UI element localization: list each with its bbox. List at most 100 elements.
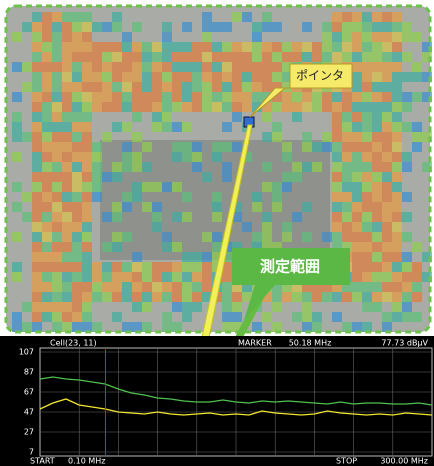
heat-cell: [342, 222, 352, 232]
heat-cell: [182, 92, 192, 102]
y-tick-label: 7: [29, 448, 34, 457]
heat-cell: [202, 282, 212, 292]
heat-cell: [352, 42, 362, 52]
heat-cell: [342, 42, 352, 52]
heat-cell: [72, 282, 82, 292]
heat-cell: [162, 242, 172, 252]
heat-cell: [332, 112, 342, 122]
heat-cell: [162, 272, 172, 282]
heat-cell: [322, 32, 332, 42]
heat-cell: [382, 182, 392, 192]
heat-cell: [342, 322, 352, 332]
heat-cell: [162, 122, 172, 132]
marker-title: MARKER: [238, 339, 272, 348]
heat-cell: [332, 182, 342, 192]
heat-cell: [172, 272, 182, 282]
heat-cell: [202, 12, 212, 22]
heat-cell: [152, 62, 162, 72]
heat-cell: [392, 72, 402, 82]
heat-cell: [272, 282, 282, 292]
heat-cell: [392, 292, 402, 302]
heat-cell: [152, 92, 162, 102]
heat-cell: [182, 22, 192, 32]
heat-cell: [312, 42, 322, 52]
heat-cell: [42, 152, 52, 162]
heat-cell: [232, 242, 242, 252]
heat-cell: [112, 162, 122, 172]
heat-cell: [62, 82, 72, 92]
heat-cell: [352, 122, 362, 132]
heat-cell: [362, 62, 372, 72]
heat-cell: [212, 72, 222, 82]
heat-cell: [362, 242, 372, 252]
heat-cell: [122, 62, 132, 72]
heat-cell: [232, 322, 242, 332]
heat-cell: [52, 112, 62, 122]
heat-cell: [52, 252, 62, 262]
heat-cell: [102, 82, 112, 92]
heat-cell: [212, 82, 222, 92]
heat-cell: [322, 52, 332, 62]
heat-cell: [62, 222, 72, 232]
heat-cell: [292, 112, 302, 122]
heat-cell: [132, 272, 142, 282]
heat-cell: [62, 42, 72, 52]
y-tick-label: 27: [24, 428, 34, 437]
heat-cell: [152, 72, 162, 82]
heat-cell: [12, 112, 22, 122]
y-tick-label: 107: [19, 348, 34, 357]
heat-cell: [62, 242, 72, 252]
heat-cell: [342, 232, 352, 242]
heat-cell: [372, 162, 382, 172]
heat-cell: [162, 312, 172, 322]
heat-cell: [112, 282, 122, 292]
heat-cell: [372, 182, 382, 192]
heat-cell: [392, 42, 402, 52]
heat-cell: [292, 282, 302, 292]
heat-cell: [162, 262, 172, 272]
heat-cell: [352, 182, 362, 192]
heat-cell: [252, 242, 262, 252]
heat-cell: [382, 322, 392, 332]
heat-cell: [32, 142, 42, 152]
heat-cell: [392, 242, 402, 252]
heat-cell: [52, 122, 62, 132]
heat-cell: [72, 132, 82, 142]
heat-cell: [132, 152, 142, 162]
heat-cell: [32, 312, 42, 322]
heat-cell: [152, 182, 162, 192]
heat-cell: [222, 262, 232, 272]
heat-cell: [402, 192, 412, 202]
heat-cell: [102, 212, 112, 222]
heat-cell: [202, 172, 212, 182]
heat-cell: [292, 102, 302, 112]
heat-cell: [212, 192, 222, 202]
heat-cell: [112, 102, 122, 112]
heat-cell: [92, 282, 102, 292]
heat-cell: [142, 62, 152, 72]
heat-cell: [352, 22, 362, 32]
heat-cell: [392, 262, 402, 272]
heat-cell: [62, 172, 72, 182]
heat-cell: [372, 282, 382, 292]
heat-cell: [102, 172, 112, 182]
heat-cell: [202, 32, 212, 42]
heat-cell: [42, 202, 52, 212]
heat-cell: [192, 152, 202, 162]
heat-cell: [282, 222, 292, 232]
heat-cell: [82, 192, 92, 202]
heat-cell: [192, 162, 202, 172]
heat-cell: [302, 142, 312, 152]
heat-cell: [382, 262, 392, 272]
heat-cell: [122, 142, 132, 152]
heat-cell: [132, 302, 142, 312]
heat-cell: [272, 182, 282, 192]
heat-cell: [172, 242, 182, 252]
heat-cell: [92, 102, 102, 112]
heat-cell: [82, 222, 92, 232]
heat-cell: [92, 292, 102, 302]
heat-cell: [342, 162, 352, 172]
heat-cell: [392, 102, 402, 112]
heat-cell: [162, 322, 172, 332]
heat-cell: [52, 162, 62, 172]
